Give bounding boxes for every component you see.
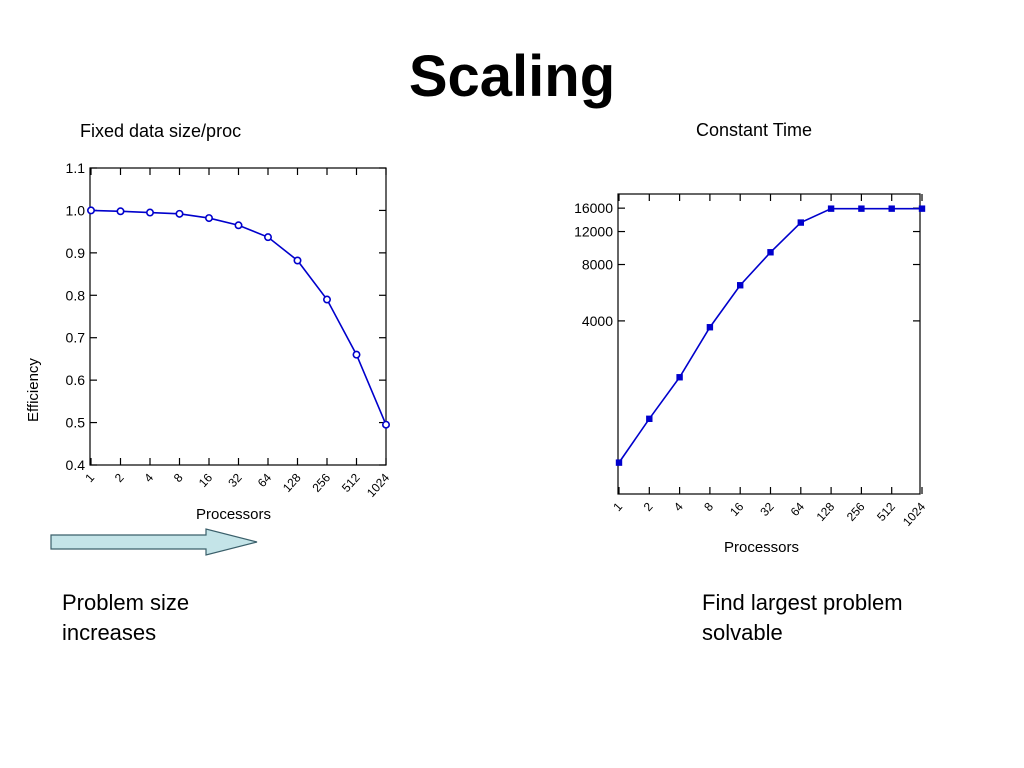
y-tick-label: 12000 xyxy=(574,224,613,240)
data-point xyxy=(87,206,96,215)
x-tick-label: 64 xyxy=(255,470,275,490)
chart-title: Fixed data size/proc xyxy=(80,121,241,141)
x-tick-label: 4 xyxy=(671,499,686,514)
y-tick-label: 0.5 xyxy=(66,415,86,431)
caption-line: Find largest problem xyxy=(702,590,903,615)
x-tick-label: 128 xyxy=(280,470,304,494)
plot-frame xyxy=(617,193,921,495)
x-tick-label: 256 xyxy=(309,470,333,494)
constant-time-chart: Constant Time 16000 12000 8000 4000 1 2 4 8 16 3… xyxy=(574,120,928,556)
y-axis: 16000 12000 8000 4000 xyxy=(574,200,920,329)
data-point xyxy=(146,208,155,217)
y-axis: 1.1 1.0 0.9 0.8 0.7 0.6 0.5 0.4 xyxy=(66,160,386,473)
problem-size-series xyxy=(615,205,926,466)
data-point xyxy=(116,207,125,216)
data-point xyxy=(352,350,361,359)
data-point xyxy=(858,205,865,212)
efficiency-chart: Fixed data size/proc 1.1 1.0 0.9 0.8 0.7 0.6 0… xyxy=(25,121,392,523)
x-tick-label: 2 xyxy=(641,499,656,514)
y-tick-label: 0.4 xyxy=(66,457,86,473)
y-axis-title: Efficiency xyxy=(25,358,42,422)
data-point xyxy=(767,249,774,256)
data-point xyxy=(234,221,243,230)
y-tick-label: 4000 xyxy=(582,313,613,329)
caption-line: solvable xyxy=(702,620,783,645)
x-tick-label: 64 xyxy=(788,499,808,519)
efficiency-series xyxy=(87,206,390,429)
series-line xyxy=(90,209,387,426)
arrow-shape xyxy=(50,528,258,556)
x-tick-label: 256 xyxy=(844,499,868,523)
data-point xyxy=(918,205,926,212)
y-tick-label: 1.1 xyxy=(66,160,86,176)
data-point xyxy=(205,214,214,223)
y-tick-label: 0.8 xyxy=(66,287,86,303)
caption-line: increases xyxy=(62,620,157,645)
chart-title: Constant Time xyxy=(696,120,812,140)
x-tick-label: 16 xyxy=(727,499,747,519)
y-tick-label: 8000 xyxy=(582,257,613,273)
x-tick-label: 1 xyxy=(82,470,97,485)
y-tick-label: 1.0 xyxy=(66,202,86,218)
y-tick-label: 0.9 xyxy=(66,245,86,261)
y-tick-label: 0.6 xyxy=(66,372,86,388)
y-tick-label: 0.7 xyxy=(66,330,86,346)
data-point xyxy=(615,459,623,466)
x-tick-label: 512 xyxy=(339,470,363,494)
data-point xyxy=(706,324,714,331)
x-tick-label: 32 xyxy=(225,470,245,490)
x-tick-label: 8 xyxy=(171,470,186,485)
x-tick-label: 1024 xyxy=(900,499,928,528)
x-tick-label: 32 xyxy=(757,499,777,519)
data-point xyxy=(175,209,184,218)
series-line xyxy=(618,207,922,464)
x-tick-label: 16 xyxy=(196,470,216,490)
data-point xyxy=(827,205,835,212)
x-tick-label: 4 xyxy=(141,470,156,485)
data-point xyxy=(646,415,653,423)
x-tick-label: 1 xyxy=(610,499,625,514)
y-tick-label: 16000 xyxy=(574,200,613,216)
x-tick-label: 128 xyxy=(814,499,838,523)
caption-line: Problem size xyxy=(62,590,190,615)
x-tick-label: 1024 xyxy=(364,470,392,499)
data-point xyxy=(797,219,804,226)
x-tick-label: 8 xyxy=(701,499,716,514)
data-point xyxy=(676,374,683,381)
x-axis-title: Processors xyxy=(724,539,799,556)
x-axis-title: Processors xyxy=(196,506,271,523)
data-point xyxy=(293,256,302,265)
left-caption: Problem size increases xyxy=(62,588,189,648)
data-point xyxy=(888,205,895,212)
data-point xyxy=(263,233,272,242)
x-tick-label: 512 xyxy=(874,499,898,523)
data-point xyxy=(381,420,390,429)
right-arrow-icon xyxy=(50,528,258,556)
x-axis: 1 2 4 8 16 32 64 128 256 512 1024 xyxy=(610,194,928,529)
slide-title: Scaling xyxy=(408,44,616,109)
right-caption: Find largest problem solvable xyxy=(702,588,903,648)
data-point xyxy=(322,295,331,304)
data-point xyxy=(737,282,744,289)
x-tick-label: 2 xyxy=(112,470,127,485)
